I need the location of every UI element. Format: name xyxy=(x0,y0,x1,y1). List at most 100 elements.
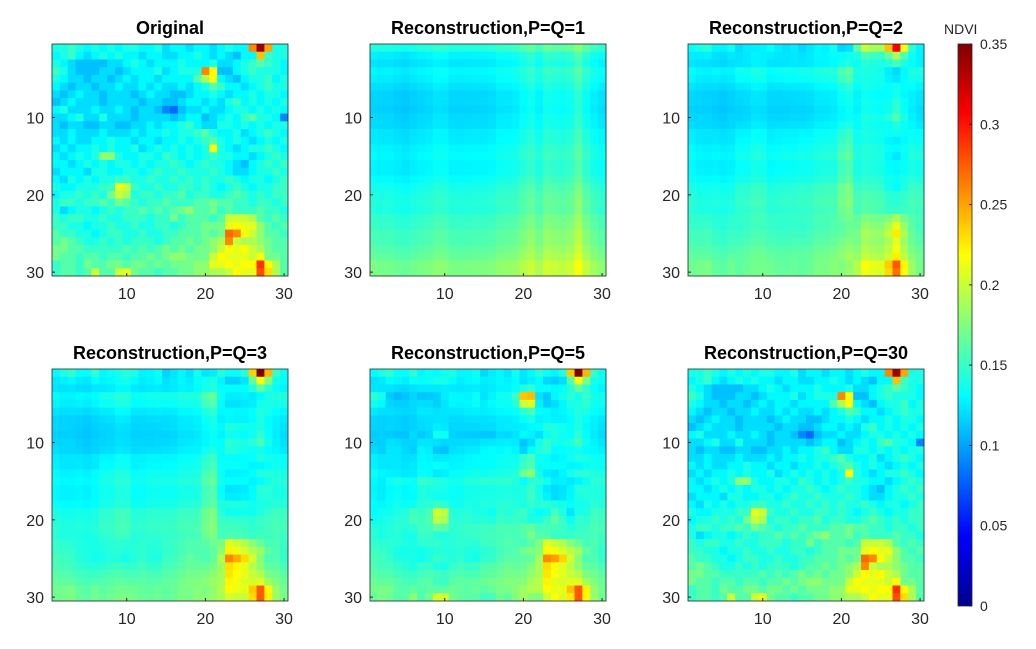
heatmap-cell xyxy=(99,83,107,91)
heatmap-cell xyxy=(916,168,924,176)
heatmap-cell xyxy=(272,485,280,493)
heatmap-cell xyxy=(433,237,441,245)
heatmap-cell xyxy=(83,431,91,439)
heatmap-cell xyxy=(68,384,76,392)
heatmap-cell xyxy=(567,152,575,160)
heatmap-cell xyxy=(567,485,575,493)
heatmap-cell xyxy=(417,516,425,524)
heatmap-cell xyxy=(916,129,924,137)
heatmap-cell xyxy=(830,268,838,276)
heatmap-cell xyxy=(115,106,123,114)
heatmap-cell xyxy=(217,470,225,478)
heatmap-cell xyxy=(598,578,606,586)
heatmap-cell xyxy=(457,106,465,114)
heatmap-cell xyxy=(217,500,225,508)
heatmap-cell xyxy=(68,570,76,578)
heatmap-cell xyxy=(233,384,241,392)
heatmap-cell xyxy=(551,369,559,377)
heatmap-cell xyxy=(409,369,417,377)
heatmap-cell xyxy=(417,493,425,501)
heatmap-cell xyxy=(186,555,194,563)
heatmap-cell xyxy=(417,137,425,145)
heatmap-cell xyxy=(743,199,751,207)
heatmap-cell xyxy=(869,168,877,176)
heatmap-cell xyxy=(567,462,575,470)
heatmap-cell xyxy=(582,175,590,183)
heatmap-cell xyxy=(68,145,76,153)
heatmap-cell xyxy=(527,214,535,222)
heatmap-cell xyxy=(378,83,386,91)
heatmap-cell xyxy=(869,67,877,75)
heatmap-cell xyxy=(496,67,504,75)
heatmap-cell xyxy=(115,245,123,253)
heatmap-cell xyxy=(186,199,194,207)
heatmap-cell xyxy=(590,175,598,183)
heatmap-cell xyxy=(425,593,433,601)
heatmap-cell xyxy=(519,547,527,555)
heatmap-cell xyxy=(99,470,107,478)
heatmap-cell xyxy=(194,446,202,454)
heatmap-cell xyxy=(751,423,759,431)
heatmap-cell xyxy=(249,500,257,508)
heatmap-cell xyxy=(775,191,783,199)
heatmap-cell xyxy=(449,570,457,578)
heatmap-cell xyxy=(209,423,217,431)
heatmap-cell xyxy=(512,547,520,555)
heatmap-cell xyxy=(386,137,394,145)
heatmap-cell xyxy=(370,90,378,98)
heatmap-cell xyxy=(551,67,559,75)
heatmap-cell xyxy=(527,206,535,214)
heatmap-cell xyxy=(775,384,783,392)
heatmap-cell xyxy=(378,400,386,408)
heatmap-cell xyxy=(798,431,806,439)
heatmap-cell xyxy=(767,369,775,377)
heatmap-cell xyxy=(457,75,465,83)
heatmap-cell xyxy=(845,145,853,153)
heatmap-cell xyxy=(131,268,139,276)
heatmap-cell xyxy=(512,261,520,269)
heatmap-cell xyxy=(512,183,520,191)
heatmap-cell xyxy=(543,539,551,547)
heatmap-cell xyxy=(712,114,720,122)
heatmap-cell xyxy=(743,98,751,106)
heatmap-cell xyxy=(409,245,417,253)
heatmap-cell xyxy=(719,415,727,423)
heatmap-cell xyxy=(241,384,249,392)
heatmap-cell xyxy=(916,52,924,60)
heatmap-cell xyxy=(449,524,457,532)
heatmap-cell xyxy=(551,470,559,478)
heatmap-cell xyxy=(249,508,257,516)
heatmap-cell xyxy=(131,508,139,516)
heatmap-cell xyxy=(782,206,790,214)
heatmap-cell xyxy=(775,230,783,238)
heatmap-cell xyxy=(790,175,798,183)
heatmap-cell xyxy=(877,446,885,454)
heatmap-cell xyxy=(394,83,402,91)
heatmap-cell xyxy=(76,369,84,377)
heatmap-cell xyxy=(527,183,535,191)
heatmap-cell xyxy=(519,90,527,98)
heatmap-cell xyxy=(417,222,425,230)
heatmap-cell xyxy=(123,59,131,67)
heatmap-cell xyxy=(798,415,806,423)
heatmap-cell xyxy=(845,237,853,245)
heatmap-cell xyxy=(186,168,194,176)
heatmap-cell xyxy=(186,245,194,253)
heatmap-cell xyxy=(123,199,131,207)
heatmap-cell xyxy=(535,253,543,261)
heatmap-cell xyxy=(201,253,209,261)
heatmap-cell xyxy=(123,222,131,230)
heatmap-cell xyxy=(719,199,727,207)
heatmap-cell xyxy=(194,392,202,400)
heatmap-cell xyxy=(107,237,115,245)
heatmap-cell xyxy=(916,67,924,75)
heatmap-cell xyxy=(719,384,727,392)
heatmap-cell xyxy=(139,98,147,106)
heatmap-cell xyxy=(68,415,76,423)
heatmap-cell xyxy=(154,508,162,516)
heatmap-cell xyxy=(249,114,257,122)
heatmap-cell xyxy=(60,369,68,377)
heatmap-cell xyxy=(488,214,496,222)
heatmap-cell xyxy=(264,392,272,400)
heatmap-cell xyxy=(91,586,99,594)
